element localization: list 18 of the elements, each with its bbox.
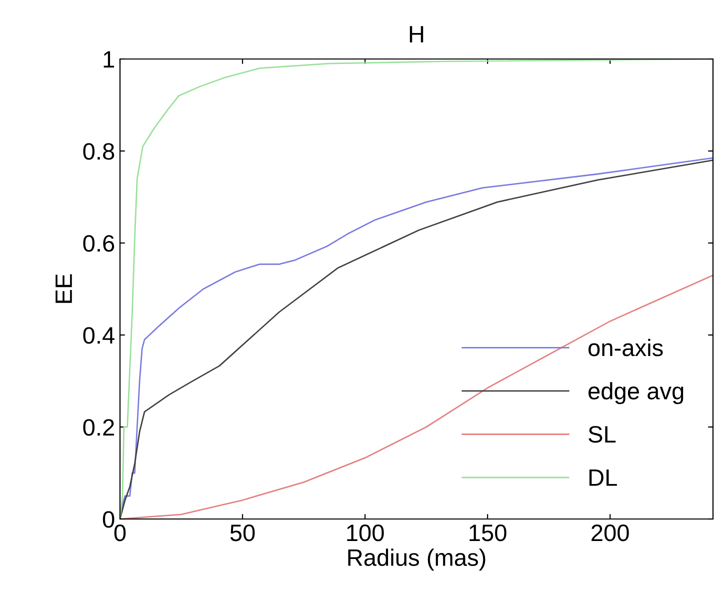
legend-label: on-axis [588,338,663,356]
y-tick-label: 0 [102,511,114,528]
legend-label: edge avg [588,382,684,404]
chart-title: H [410,26,424,42]
x-tick-label: 0 [114,524,126,542]
x-tick-label: 200 [592,524,629,542]
legend-label: SL [588,426,616,443]
y-tick-label: 0.6 [83,235,114,252]
y-axis-title: EE [56,274,72,303]
legend-label: DL [589,470,617,486]
x-tick-label: 100 [347,524,384,542]
y-tick-label: 0.8 [83,143,114,160]
x-axis-title: Radius (mas) [348,548,486,571]
y-tick-label: 1 [104,51,114,68]
y-tick-label: 0.4 [83,327,114,344]
y-tick-label: 0.2 [83,419,114,436]
x-tick-label: 50 [230,524,255,542]
x-tick-label: 150 [470,524,506,542]
